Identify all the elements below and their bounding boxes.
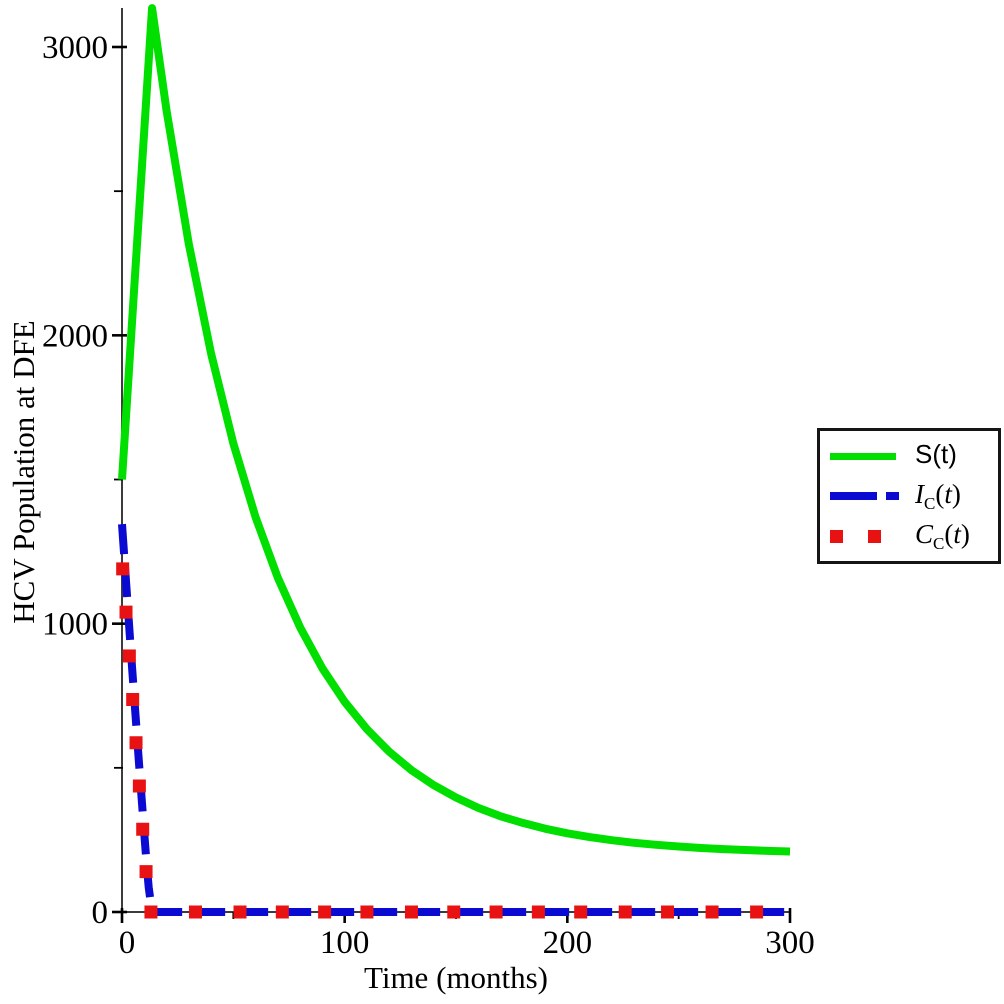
legend-item-s: S(t) (830, 436, 990, 476)
solid-line-icon (830, 452, 896, 460)
axes: 0 1000 2000 3000 0 100 200 300 (42, 8, 815, 961)
series-cc-square-marker (661, 905, 675, 919)
x-tick-label: 300 (765, 925, 815, 961)
legend-label-ic-sub: C (924, 493, 936, 513)
series-s-solid-line (118, 4, 791, 856)
legend-swatch-ic-dashed-line (830, 492, 902, 500)
y-tick-label: 3000 (42, 30, 108, 66)
series-cc-square-marker (129, 736, 143, 750)
series-cc-square-marker (119, 605, 133, 619)
series-cc-square-marker (750, 905, 764, 919)
x-tick-label: 100 (320, 925, 370, 961)
legend-label-s: S(t) (915, 438, 957, 469)
series-cc-square-marker (489, 905, 503, 919)
series-cc-square-marker (132, 779, 146, 793)
y-tick-label: 0 (92, 895, 109, 931)
series-cc-square-marker (139, 865, 153, 879)
series-lines (116, 4, 791, 919)
series-cc-square-marker (360, 905, 374, 919)
dash-icon (886, 492, 899, 500)
series-cc-square-marker (122, 649, 136, 663)
series-cc-square-marker (275, 905, 289, 919)
y-tick-label: 1000 (42, 607, 108, 643)
legend-label-cc: CC(t) (915, 518, 970, 553)
legend-item-cc: CC(t) (830, 516, 990, 556)
legend-label-ic-text: I (915, 478, 924, 509)
legend-label-s-text: S (915, 438, 933, 469)
series-cc-square-marker (144, 905, 158, 919)
legend-swatch-cc-squares (830, 529, 902, 543)
series-cc-square-marker (126, 692, 140, 706)
series-ic-dashed-line (118, 523, 790, 916)
series-cc-square-marker (233, 905, 247, 919)
x-axis-label: Time (months) (364, 960, 548, 995)
legend-item-ic: IC(t) (830, 476, 990, 516)
series-cc-square-marker (188, 905, 202, 919)
legend-label-cc-text: C (915, 518, 934, 549)
square-marker-icon (868, 529, 881, 543)
legend: S(t) IC(t) CC(t) (817, 428, 1001, 564)
series-cc-square-marker (136, 822, 150, 836)
series-cc-square-marker (705, 905, 719, 919)
y-axis-label: HCV Population at DFE (6, 320, 41, 623)
series-cc-square-marker (574, 905, 588, 919)
series-cc-square-marker (116, 562, 130, 576)
legend-label-ic: IC(t) (915, 478, 961, 513)
x-tick-label: 0 (119, 925, 136, 961)
x-tick-label: 200 (543, 925, 593, 961)
legend-label-cc-sub: C (933, 533, 945, 553)
legend-swatch-s-solid-line (830, 452, 902, 460)
dash-icon (830, 492, 877, 500)
square-marker-icon (830, 529, 843, 543)
series-cc-square-marker (531, 905, 545, 919)
series-cc-square-marker (447, 905, 461, 919)
series-cc-square-marker (318, 905, 332, 919)
series-cc-square-marker (404, 905, 418, 919)
y-tick-label: 2000 (42, 318, 108, 354)
series-cc-square-marker (618, 905, 632, 919)
